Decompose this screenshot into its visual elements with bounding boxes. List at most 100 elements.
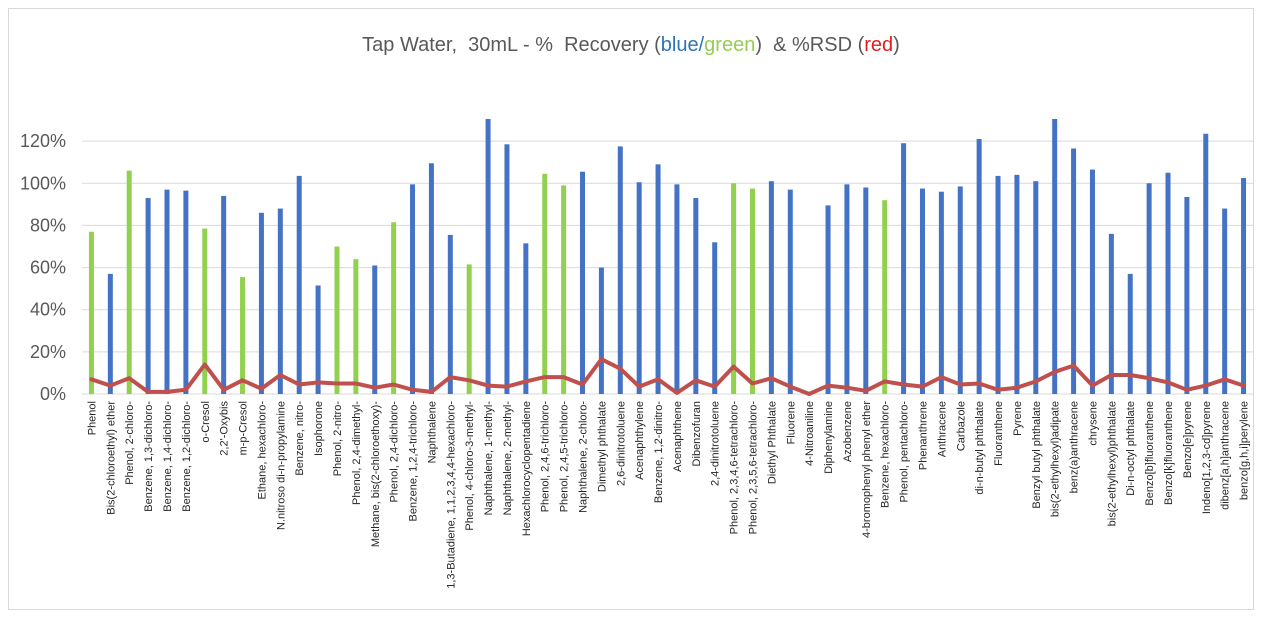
x-tick-label: Benzyl butyl phthalate: [1031, 401, 1043, 509]
x-tick-label: Phenol: [86, 401, 98, 435]
recovery-bar: [428, 163, 434, 394]
x-tick-label: Naphthalene, 2-methyl-: [502, 401, 514, 516]
y-tick-label: 60%: [30, 258, 66, 278]
recovery-bar: [1241, 178, 1247, 394]
recovery-bar: [334, 246, 340, 394]
recovery-bar: [240, 277, 246, 394]
x-tick-label: Benzene, nitro-: [294, 401, 306, 476]
y-tick-label: 20%: [30, 342, 66, 362]
recovery-bar: [1184, 196, 1190, 394]
x-tick-label: Phenol, 2,3,4,6-tetrachloro-: [729, 401, 741, 535]
x-tick-label: N.nitroso di-n-propylamine: [275, 401, 287, 530]
x-tick-label: Diethyl Phthalate: [766, 401, 778, 484]
title-green-word: green: [704, 34, 756, 56]
recovery-bar: [183, 190, 189, 394]
recovery-bar: [1033, 181, 1039, 394]
recovery-bar: [126, 170, 132, 394]
x-tick-label: 2,4-dinitrotoluene: [710, 401, 722, 486]
x-tick-label: Phenol, 2-chloro-: [124, 401, 136, 485]
x-tick-label: Methane, bis(2-chloroethoxy)-: [370, 401, 382, 547]
recovery-bar: [655, 164, 661, 394]
recovery-bar: [1127, 273, 1133, 394]
x-tick-label: Bis(2-chloroethyl) ether: [105, 401, 117, 515]
recovery-bar: [863, 187, 869, 394]
x-tick-label: Carbazole: [955, 401, 967, 451]
title-middle: ) & %RSD (: [755, 34, 865, 56]
recovery-bar: [221, 195, 227, 394]
x-tick-label: benzo[g,h,i]perylene: [1239, 401, 1251, 500]
recovery-bar: [693, 198, 699, 394]
recovery-bar: [825, 205, 831, 394]
recovery-bar: [938, 191, 944, 394]
title-blue-word: blue: [660, 34, 699, 56]
recovery-bar: [1222, 208, 1228, 394]
x-tick-label: m-p-Cresol: [238, 401, 250, 455]
x-tick-label: o-Cresol: [200, 401, 212, 443]
x-tick-label: Dimethyl phthalate: [596, 401, 608, 492]
recovery-bar: [485, 119, 491, 395]
recovery-bar: [712, 242, 718, 394]
x-tick-label: Acenaphthene: [672, 401, 684, 472]
x-tick-label: di-n-butyl phthalate: [974, 401, 986, 495]
x-tick-label: Phenol, 2,4,6-trichloro-: [540, 401, 552, 513]
x-tick-label: Isophorone: [313, 401, 325, 456]
x-tick-label: Di-n-octyl phthalate: [1125, 401, 1137, 496]
x-tick-label: Benzene, 1,2-dichloro-: [181, 401, 193, 512]
x-tick-label: chrysene: [1087, 401, 1099, 446]
chart-title: Tap Water, 30mL - % Recovery (blue/green…: [0, 34, 1262, 57]
recovery-bar: [1089, 169, 1095, 394]
x-tick-label: Ethane, hexachloro-: [256, 401, 268, 500]
x-tick-label: dibenz[a,h]anthracene: [1220, 401, 1232, 510]
x-tick-label: Hexachlorocyclopentadiene: [521, 401, 533, 536]
recovery-bar: [1071, 148, 1077, 394]
recovery-bar: [598, 267, 604, 394]
recovery-bar: [447, 234, 453, 394]
recovery-bar: [410, 184, 416, 394]
y-tick-label: 80%: [30, 215, 66, 235]
x-tick-label: Benzo[k]fluoranthene: [1163, 401, 1175, 505]
x-tick-label: Fluoranthene: [993, 401, 1005, 466]
y-tick-label: 100%: [20, 173, 66, 193]
recovery-bar: [466, 264, 472, 394]
x-tick-label: Naphthalene, 1-methyl-: [483, 401, 495, 516]
x-tick-label: Phenanthrene: [917, 401, 929, 470]
x-tick-label: Benzene, 1,2-dinitro-: [653, 401, 665, 503]
x-tick-label: Benzene, 1,2,4-trichloro-: [408, 401, 420, 522]
x-tick-label: Indeno[1,2,3-cd]pyrene: [1201, 401, 1213, 514]
recovery-bar: [1165, 172, 1171, 394]
x-tick-label: Phenol, 2,3,5,6-tetrachloro-: [747, 401, 759, 535]
x-tick-label: Anthracene: [936, 401, 948, 457]
recovery-bar: [901, 143, 907, 394]
recovery-bar: [164, 189, 170, 394]
recovery-bar: [768, 181, 774, 394]
x-tick-label: Phenol, 2,4-dichloro-: [389, 401, 401, 503]
recovery-bar: [523, 243, 529, 394]
x-tick-label: benz(a)anthracene: [1069, 401, 1081, 493]
recovery-bar: [353, 259, 359, 394]
x-tick-label: Benzo[b]fluoranthene: [1144, 401, 1156, 506]
recovery-bar: [542, 173, 548, 394]
recovery-bar: [258, 212, 264, 394]
recovery-bar: [617, 146, 623, 394]
recovery-bar: [202, 228, 208, 394]
x-tick-label: Diphenylamine: [823, 401, 835, 474]
recovery-bar: [882, 200, 888, 394]
x-tick-label: 2,2'-Oxybis: [219, 401, 231, 456]
recovery-bar: [919, 188, 925, 394]
x-tick-label: Benzene, hexachloro-: [880, 401, 892, 508]
recovery-bar: [636, 182, 642, 394]
x-tick-label: bis(2-ethylhexyl)phthalate: [1106, 401, 1118, 526]
x-tick-label: Benzene, 1,4-dichloro-: [162, 401, 174, 512]
x-tick-label: 4-Nitroaniline: [804, 401, 816, 466]
recovery-bar: [296, 175, 302, 394]
x-tick-label: Phenol, 4-chloro-3-methyl-: [464, 401, 476, 531]
recovery-bar: [731, 183, 737, 394]
recovery-bar: [1014, 174, 1020, 394]
title-red-word: red: [864, 34, 894, 56]
x-tick-label: 4-bromophenyl phenyl ether: [861, 401, 873, 538]
rsd-line: [89, 357, 1246, 396]
chart-frame: [8, 8, 1254, 610]
x-tick-label: Benzene, 1,3-dichloro-: [143, 401, 155, 512]
x-tick-label: bis(2-ethylhexyl)adipate: [1050, 401, 1062, 517]
